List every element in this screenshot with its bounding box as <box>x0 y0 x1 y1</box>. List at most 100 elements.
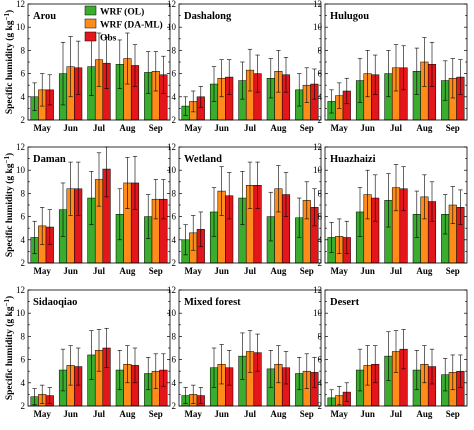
y-tick-label: 6 <box>318 355 323 365</box>
x-tick-label: Aug <box>416 409 433 419</box>
y-tick-label: 8 <box>318 331 323 341</box>
x-tick-label: Jun <box>63 123 78 133</box>
y-tick-label: 4 <box>172 92 177 102</box>
x-tick-label: Sep <box>300 266 314 276</box>
x-tick-label: May <box>184 409 202 419</box>
panel-title: Dashalong <box>184 11 232 22</box>
y-tick-label: 12 <box>313 285 322 295</box>
panel-desert: 2 4 6 8 10 12 May Jun Jul Aug Sep Desert <box>313 285 468 419</box>
x-tick-label: Sep <box>446 409 460 419</box>
y-tick-label: 10 <box>313 308 323 318</box>
y-tick-label: 4 <box>21 378 26 388</box>
y-tick-label: 2 <box>318 401 323 411</box>
x-tick-label: Sep <box>300 409 314 419</box>
x-tick-label: Sep <box>446 266 460 276</box>
y-tick-label: 12 <box>167 142 176 152</box>
panel-title: Mixed forest <box>184 297 241 308</box>
panel-dashalong: 2 4 6 8 10 12 May Jun Jul Aug Sep Dashalong <box>167 0 322 133</box>
y-tick-label: 8 <box>318 45 323 55</box>
y-tick-label: 2 <box>318 115 323 125</box>
x-tick-label: May <box>330 266 348 276</box>
y-tick-label: 4 <box>318 92 323 102</box>
x-tick-label: Jul <box>390 123 403 133</box>
y-tick-label: 10 <box>313 22 323 32</box>
x-tick-label: Jun <box>214 266 229 276</box>
x-tick-label: Sep <box>149 266 163 276</box>
y-tick-label: 10 <box>313 165 323 175</box>
x-tick-label: May <box>330 409 348 419</box>
x-tick-label: May <box>184 123 202 133</box>
x-tick-label: Jul <box>93 123 106 133</box>
panel-title: Desert <box>330 297 360 308</box>
y-tick-label: 12 <box>16 285 25 295</box>
legend-swatch <box>84 18 97 29</box>
y-tick-label: 2 <box>172 115 177 125</box>
panel-mixed-forest: 2 4 6 8 10 12 May Jun Jul Aug Sep Mixed forest <box>167 285 322 419</box>
x-tick-label: Jul <box>390 409 403 419</box>
panel-hulugou: 2 4 6 8 10 12 May Jun Jul Aug Sep Hulugou <box>313 0 468 133</box>
y-tick-label: 6 <box>172 69 177 79</box>
legend-label: WRF (DA-ML) <box>100 20 163 31</box>
y-tick-label: 10 <box>16 165 26 175</box>
x-tick-label: Sep <box>149 409 163 419</box>
panel-wetland: 2 4 6 8 10 12 May Jun Jul Aug Sep Wetland <box>167 142 322 276</box>
x-tick-label: Aug <box>416 123 433 133</box>
y-axis-label: Specific humidity (g kg−1) <box>3 153 15 257</box>
panel-title: Huazhaizi <box>330 154 376 165</box>
y-axis-label-close: ) <box>4 153 15 156</box>
x-tick-label: Sep <box>149 123 163 133</box>
y-axis-label-exponent: −1 <box>3 156 11 164</box>
x-tick-label: Jun <box>360 266 375 276</box>
y-tick-label: 8 <box>21 331 26 341</box>
x-tick-label: May <box>33 409 51 419</box>
y-tick-label: 8 <box>318 188 323 198</box>
x-tick-label: Jun <box>63 409 78 419</box>
y-tick-label: 2 <box>21 115 26 125</box>
legend-swatch <box>84 31 97 42</box>
y-tick-label: 4 <box>172 378 177 388</box>
y-tick-label: 12 <box>16 142 25 152</box>
x-tick-label: May <box>33 123 51 133</box>
y-tick-label: 2 <box>172 258 177 268</box>
y-tick-label: 12 <box>313 0 322 9</box>
y-tick-label: 2 <box>318 258 323 268</box>
legend-label: Obs <box>100 34 117 44</box>
y-tick-label: 10 <box>167 22 177 32</box>
panel-arou: 2 4 6 8 10 12 May Jun Jul Aug Sep Arou Specific humi… <box>3 0 171 133</box>
y-tick-label: 4 <box>318 378 323 388</box>
x-tick-label: Jun <box>63 266 78 276</box>
x-tick-label: Aug <box>119 266 136 276</box>
x-tick-label: May <box>184 266 202 276</box>
x-tick-label: Jul <box>93 266 106 276</box>
x-tick-label: Jun <box>214 409 229 419</box>
x-tick-label: Jul <box>244 409 257 419</box>
y-tick-label: 8 <box>172 45 177 55</box>
y-axis-label-exponent: −1 <box>3 299 11 307</box>
y-tick-label: 10 <box>167 165 177 175</box>
y-tick-label: 4 <box>21 235 26 245</box>
x-tick-label: Jun <box>360 123 375 133</box>
y-tick-label: 10 <box>16 22 26 32</box>
y-tick-label: 8 <box>21 188 26 198</box>
y-axis-label-close: ) <box>4 296 15 299</box>
panel-huazhaizi: 2 4 6 8 10 12 May Jun Jul Aug Sep Huazhaizi <box>313 142 468 276</box>
y-axis-label-main: Specific humidity (g kg <box>4 163 15 257</box>
x-tick-label: Aug <box>119 409 136 419</box>
x-tick-label: Sep <box>446 123 460 133</box>
y-tick-label: 6 <box>21 355 26 365</box>
x-tick-label: Jun <box>214 123 229 133</box>
panel-title: Daman <box>33 154 66 165</box>
x-tick-label: Jul <box>244 266 257 276</box>
y-tick-label: 10 <box>167 308 177 318</box>
y-axis-label-exponent: −1 <box>3 13 11 21</box>
x-tick-label: Jul <box>390 266 403 276</box>
y-axis-label: Specific humidity (g kg−1) <box>3 10 15 114</box>
y-axis-label-main: Specific humidity (g kg <box>4 20 15 114</box>
x-tick-label: Jul <box>244 123 257 133</box>
x-tick-label: Aug <box>416 266 433 276</box>
y-tick-label: 4 <box>172 235 177 245</box>
y-tick-label: 12 <box>16 0 25 9</box>
y-tick-label: 6 <box>172 212 177 222</box>
legend-swatch <box>84 5 97 16</box>
